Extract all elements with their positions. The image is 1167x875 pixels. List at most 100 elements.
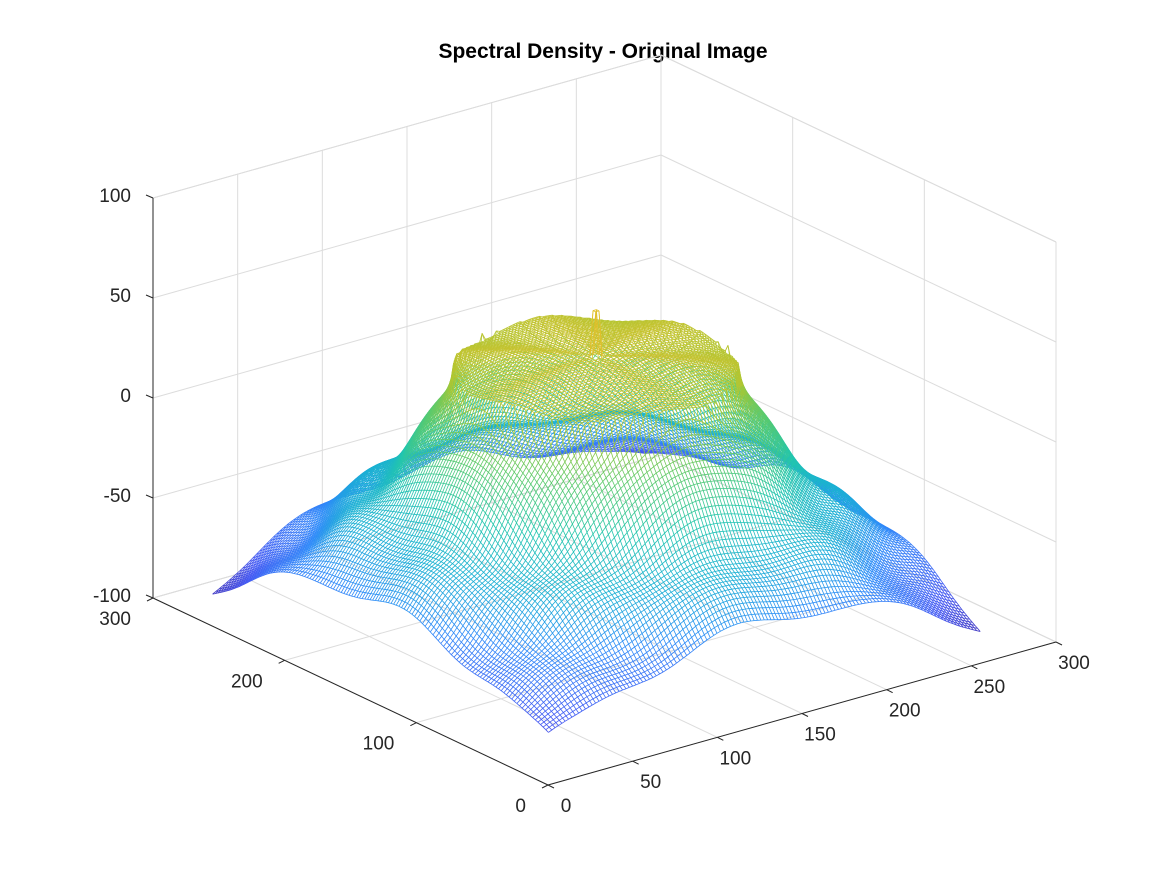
mesh-segment [613, 431, 616, 432]
mesh-segment [534, 419, 537, 420]
mesh-segment [548, 444, 551, 445]
mesh-segment [598, 436, 601, 437]
mesh-segment [517, 450, 520, 451]
mesh-segment [552, 444, 555, 445]
mesh-segment [632, 434, 635, 436]
mesh-segment [680, 410, 683, 412]
surface-mesh [213, 310, 981, 733]
mesh-segment [600, 430, 603, 431]
mesh-segment [647, 422, 650, 425]
mesh-segment [592, 432, 595, 435]
mesh-segment [635, 423, 638, 425]
mesh-segment [546, 447, 549, 450]
mesh-segment [577, 439, 580, 442]
mesh-segment [611, 420, 614, 421]
mesh-segment [533, 444, 536, 447]
mesh-segment [604, 432, 607, 433]
mesh-segment [636, 427, 639, 429]
mesh-segment [535, 437, 538, 440]
mesh-segment [527, 449, 530, 450]
mesh-segment [636, 426, 639, 428]
chart-title: Spectral Density - Original Image [438, 40, 767, 63]
mesh-segment [581, 426, 584, 429]
mesh-segment [580, 425, 583, 426]
mesh-segment [613, 429, 616, 431]
mesh-segment [525, 420, 528, 421]
mesh-segment [527, 434, 530, 435]
mesh-segment [564, 440, 567, 443]
mesh-segment [544, 436, 547, 439]
mesh-segment [493, 453, 496, 454]
mesh-segment [591, 428, 594, 431]
mesh-segment [570, 438, 573, 441]
mesh-segment [524, 431, 527, 433]
mesh-segment [521, 419, 524, 420]
mesh-segment [558, 443, 561, 446]
grid-line-y-floor [285, 517, 793, 660]
mesh-segment [622, 429, 625, 431]
mesh-segment [514, 418, 517, 419]
grid-line-z-side [661, 55, 1056, 242]
mesh-segment [598, 430, 601, 433]
mesh-segment [507, 444, 510, 447]
mesh-segment [622, 427, 625, 429]
mesh-segment [514, 431, 517, 433]
mesh-segment [589, 424, 592, 425]
mesh-segment [509, 437, 512, 440]
mesh-segment [514, 414, 517, 415]
mesh-segment [635, 420, 638, 422]
mesh-segment [568, 427, 571, 430]
mesh-segment [598, 433, 601, 434]
mesh-segment [512, 452, 515, 454]
mesh-segment [561, 429, 564, 430]
mesh-segment [562, 429, 565, 432]
mesh-segment [694, 409, 697, 411]
mesh-segment [522, 437, 525, 440]
mesh-segment [635, 422, 638, 424]
mesh-segment [556, 434, 559, 435]
mesh-segment [529, 442, 532, 443]
grid-line-y-floor [416, 580, 924, 723]
mesh-segment [496, 436, 499, 437]
mesh-segment [633, 425, 636, 427]
mesh-segment [566, 437, 569, 438]
mesh-segment [558, 442, 561, 443]
mesh-segment [540, 449, 543, 451]
mesh-segment [598, 434, 601, 436]
mesh-segment [538, 441, 541, 442]
mesh-segment [596, 423, 599, 426]
mesh-segment [622, 432, 625, 433]
mesh-segment [560, 439, 563, 440]
mesh-segment [667, 411, 670, 412]
mesh-segment [604, 433, 607, 435]
mesh-segment [626, 419, 629, 421]
mesh-segment [552, 445, 555, 448]
mesh-segment [644, 423, 647, 426]
mesh-segment [642, 428, 645, 431]
mesh-segment [499, 437, 502, 438]
mesh-segment [546, 447, 549, 448]
mesh-segment [622, 430, 625, 432]
mesh-segment [544, 439, 547, 440]
mesh-segment [620, 419, 623, 421]
mesh-segment [518, 435, 521, 436]
mesh-segment [527, 431, 530, 434]
mesh-segment [562, 432, 565, 433]
mesh-segment [564, 440, 567, 441]
mesh-segment [546, 432, 549, 433]
mesh-segment [539, 442, 542, 445]
mesh-segment [697, 408, 700, 410]
mesh-segment [627, 423, 630, 425]
mesh-segment [619, 418, 622, 420]
mesh-segment [583, 437, 586, 440]
grid-line-z-side [661, 155, 1056, 342]
mesh-segment [550, 433, 553, 436]
mesh-segment [568, 430, 571, 431]
mesh-segment [592, 435, 595, 436]
mesh-segment [658, 410, 661, 411]
mesh-segment [645, 427, 648, 430]
mesh-segment [673, 430, 676, 433]
mesh-segment [550, 437, 553, 438]
mesh-segment [523, 445, 526, 448]
mesh-segment [582, 436, 585, 437]
